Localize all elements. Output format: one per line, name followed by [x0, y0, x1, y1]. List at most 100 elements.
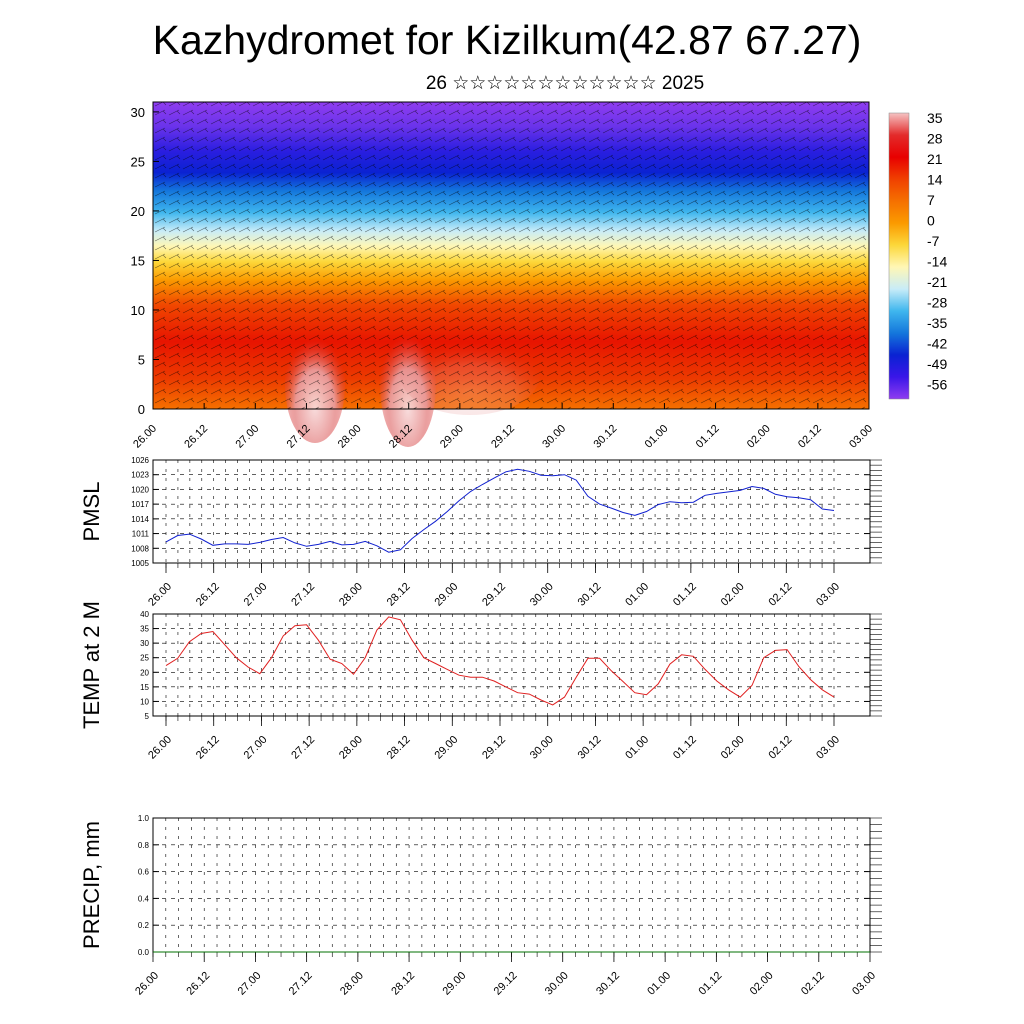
temp-ytick-label-3: 20	[140, 668, 149, 677]
pmsl-xtick-label-14: 03.00	[814, 581, 842, 609]
precip-xtick-label-9: 30.12	[594, 970, 622, 998]
temp-xtick-label-12: 02.00	[719, 734, 747, 762]
chart-title: Kazhydromet for Kizilkum(42.87 67.27)	[152, 17, 862, 63]
precip-frame	[152, 817, 871, 953]
precip-ytick-label-1: 0.2	[138, 921, 150, 930]
colorbar-label-2: 21	[927, 151, 943, 167]
pmsl-ylabel: PMSL	[79, 482, 104, 542]
temp-ylabel: TEMP at 2 M	[79, 601, 104, 729]
precip-xtick-label-5: 28.12	[389, 970, 417, 998]
colorbar-label-4: 7	[927, 192, 935, 208]
pmsl-xtick-label-12: 02.00	[719, 581, 747, 609]
colorbar-label-11: -42	[927, 336, 947, 352]
cs-xtick-label-7: 29.12	[489, 423, 517, 451]
precip-xtick-label-1: 26.12	[184, 970, 212, 998]
cs-xtick-label-12: 02.00	[745, 423, 773, 451]
pmsl-xtick-label-2: 27.00	[242, 581, 270, 609]
pmsl-xtick-label-9: 30.12	[576, 581, 604, 609]
temp-xtick-label-1: 26.12	[194, 734, 222, 762]
temp-xtick-label-13: 02.12	[766, 734, 794, 762]
precip-xtick-label-6: 29.00	[440, 970, 468, 998]
colorbar-label-1: 28	[927, 131, 943, 147]
pmsl-ytick-label-7: 1026	[131, 456, 149, 465]
pmsl-ytick-label-2: 1011	[132, 530, 150, 539]
cs-xtick-label-4: 28.00	[336, 423, 364, 451]
temp-ytick-label-6: 35	[140, 625, 149, 634]
precip-xtick-label-8: 30.00	[543, 970, 571, 998]
colorbar-label-13: -56	[927, 377, 947, 393]
chart-subtitle: 26 ☆☆☆☆☆☆☆☆☆☆☆☆ 2025	[425, 73, 705, 94]
precip-ylabel: PRECIP, mm	[79, 821, 104, 949]
cs-xtick-label-1: 26.12	[182, 423, 210, 451]
temp-xtick-label-10: 01.00	[623, 734, 651, 762]
colorbar: 35 28 21 14 7 0 -7 -14 -21 -28 -35 -42 -49 -56	[888, 110, 947, 400]
temp-ytick-label-7: 40	[140, 610, 149, 619]
precip-xtick-label-12: 02.00	[748, 970, 776, 998]
precip-xtick-label-11: 01.12	[697, 970, 725, 998]
pmsl-xtick-label-11: 01.12	[671, 581, 699, 609]
cs-ytick-label-3: 15	[131, 253, 145, 268]
colorbar-label-3: 14	[927, 172, 943, 188]
temp-xtick-label-2: 27.00	[242, 734, 270, 762]
cs-xtick-label-11: 01.12	[694, 423, 722, 451]
cs-xtick-label-14: 03.00	[847, 423, 875, 451]
pmsl-ytick-label-1: 1008	[131, 544, 149, 553]
cs-xtick-label-10: 01.00	[643, 423, 671, 451]
pmsl-xtick-label-5: 28.12	[385, 581, 413, 609]
temp-xtick-label-7: 29.12	[480, 734, 508, 762]
cs-ytick-label-1: 5	[138, 352, 145, 367]
cs-xtick-label-2: 27.00	[233, 423, 261, 451]
pmsl-ytick-label-6: 1023	[131, 471, 149, 480]
cs-ytick-label-4: 20	[131, 204, 145, 219]
temp-xtick-label-0: 26.00	[146, 734, 174, 762]
temp-xtick-label-9: 30.12	[576, 734, 604, 762]
temp-panel: 5 10 15 20 25 30 35 40 26.00 26.12 27.00 27.12 28.00…	[79, 601, 882, 762]
colorbar-label-0: 35	[927, 110, 943, 126]
temp-xtick-label-8: 30.00	[528, 734, 556, 762]
precip-xtick-label-10: 01.00	[645, 970, 673, 998]
pmsl-xtick-label-13: 02.12	[766, 581, 794, 609]
colorbar-label-9: -28	[927, 295, 947, 311]
pmsl-frame	[152, 459, 871, 564]
temp-ytick-label-2: 15	[140, 683, 149, 692]
colorbar-label-7: -14	[927, 254, 947, 270]
pmsl-xtick-label-4: 28.00	[337, 581, 365, 609]
pmsl-xtick-label-0: 26.00	[146, 581, 174, 609]
cs-xtick-label-8: 30.00	[540, 423, 568, 451]
pmsl-xtick-label-7: 29.12	[480, 581, 508, 609]
precip-ytick-label-0: 0.0	[138, 948, 150, 957]
pmsl-ytick-label-5: 1020	[131, 485, 149, 494]
precip-ytick-label-2: 0.4	[138, 894, 150, 903]
temp-xtick-label-14: 03.00	[814, 734, 842, 762]
colorbar-label-10: -35	[927, 315, 947, 331]
temp-ytick-label-0: 5	[145, 712, 150, 721]
precip-ytick-label-5: 1.0	[138, 814, 150, 823]
temp-frame	[152, 613, 871, 717]
pmsl-xtick-label-3: 27.12	[289, 581, 317, 609]
cs-xtick-label-6: 29.00	[438, 423, 466, 451]
pmsl-ytick-label-3: 1014	[131, 515, 149, 524]
precip-panel: 0.0 0.2 0.4 0.6 0.8 1.0 26.00 26.12 27.00 27.12 28…	[79, 814, 882, 998]
cs-ytick-label-2: 10	[131, 303, 145, 318]
pmsl-xtick-label-10: 01.00	[623, 581, 651, 609]
precip-xtick-label-14: 03.00	[850, 970, 878, 998]
cs-ytick-label-5: 25	[131, 154, 145, 169]
pmsl-series-line	[165, 468, 835, 553]
cs-ytick-label-6: 30	[131, 105, 145, 120]
temp-ytick-label-1: 10	[140, 697, 149, 706]
wind-barbs	[153, 102, 869, 409]
temp-xtick-label-3: 27.12	[289, 734, 317, 762]
pmsl-ytick-label-0: 1005	[131, 559, 149, 568]
temp-xtick-label-6: 29.00	[432, 734, 460, 762]
cs-xtick-label-0: 26.00	[131, 423, 159, 451]
pmsl-ytick-label-4: 1017	[131, 500, 149, 509]
temp-series-line	[165, 616, 835, 706]
pmsl-xtick-label-6: 29.00	[432, 581, 460, 609]
precip-xtick-label-13: 02.12	[799, 970, 827, 998]
cs-ytick-label-0: 0	[138, 402, 145, 417]
precip-xtick-label-4: 28.00	[338, 970, 366, 998]
precip-xtick-label-0: 26.00	[133, 970, 161, 998]
cs-xtick-label-9: 30.12	[591, 423, 619, 451]
precip-ytick-label-3: 0.6	[138, 868, 150, 877]
